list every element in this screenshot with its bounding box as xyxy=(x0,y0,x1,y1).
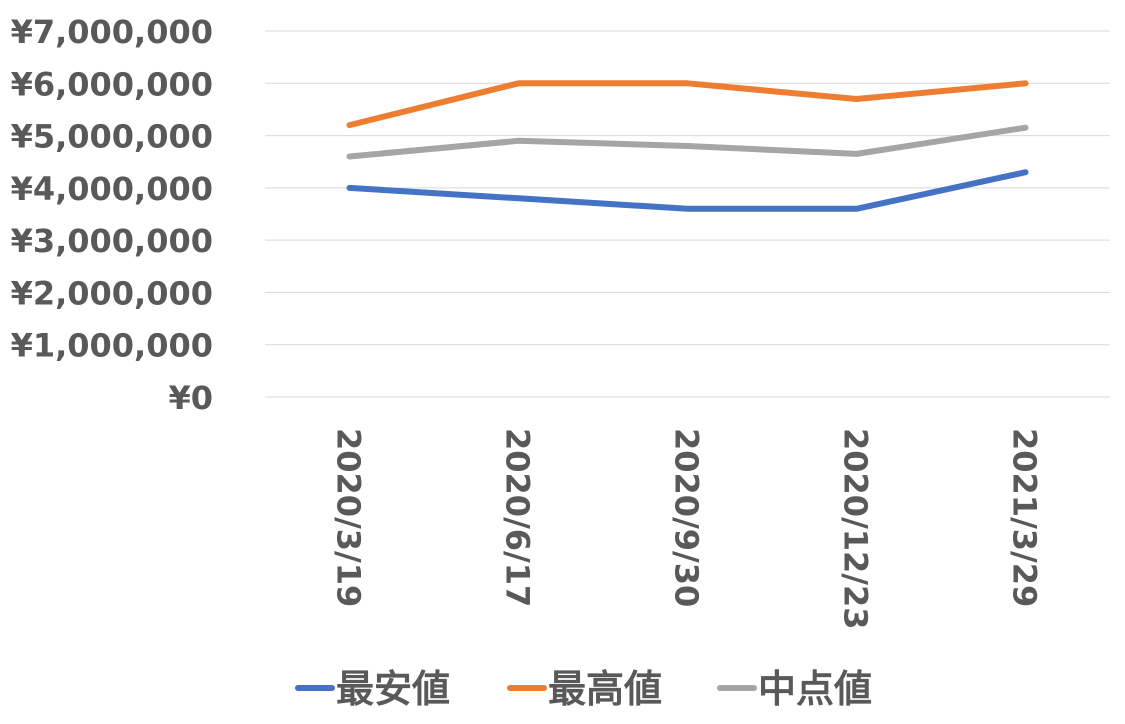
legend-label: 最安値 xyxy=(336,667,450,711)
legend: 最安値 最高値 中点値 xyxy=(295,667,872,711)
legend-label: 中点値 xyxy=(758,667,872,711)
y-tick-label: ¥1,000,000 xyxy=(11,327,213,365)
y-tick-label: ¥3,000,000 xyxy=(11,222,213,260)
y-axis-tick-labels: ¥0 ¥1,000,000 ¥2,000,000 ¥3,000,000 ¥4,000,0… xyxy=(11,13,213,417)
series-line-3 xyxy=(346,124,1029,160)
series-lines xyxy=(346,80,1029,212)
y-tick-label: ¥4,000,000 xyxy=(11,170,213,208)
y-tick-label: ¥5,000,000 xyxy=(11,118,213,156)
x-axis-tick-labels: 2020/3/19 2020/6/17 2020/9/30 2020/12/23 202… xyxy=(330,428,1044,630)
y-tick-label: ¥7,000,000 xyxy=(11,13,213,51)
legend-label: 最高値 xyxy=(548,667,662,711)
x-tick-label: 2021/3/29 xyxy=(1006,428,1044,607)
series-line-2 xyxy=(346,80,1029,129)
x-tick-label: 2020/9/30 xyxy=(668,428,706,607)
x-tick-label: 2020/6/17 xyxy=(499,428,537,607)
x-tick-label: 2020/12/23 xyxy=(837,428,875,630)
y-tick-label: ¥6,000,000 xyxy=(11,65,213,103)
y-tick-label: ¥2,000,000 xyxy=(11,274,213,312)
gridlines xyxy=(265,30,1110,398)
y-tick-label: ¥0 xyxy=(168,379,213,417)
series-line-1 xyxy=(346,169,1029,212)
x-tick-label: 2020/3/19 xyxy=(330,428,368,607)
